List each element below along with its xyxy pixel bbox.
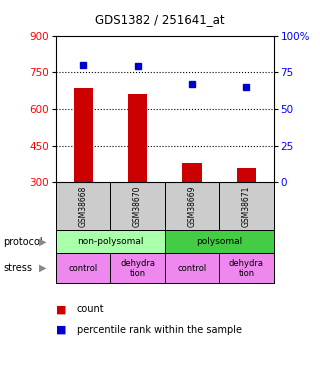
Text: GSM38671: GSM38671: [242, 186, 251, 227]
Bar: [56, 230, 165, 254]
Text: percentile rank within the sample: percentile rank within the sample: [77, 325, 242, 335]
Bar: [56, 254, 110, 283]
Bar: [219, 254, 274, 283]
Text: ▶: ▶: [39, 237, 47, 247]
Text: control: control: [68, 264, 98, 273]
Text: GDS1382 / 251641_at: GDS1382 / 251641_at: [95, 13, 225, 26]
Text: GSM38669: GSM38669: [188, 186, 196, 227]
Bar: [165, 182, 219, 230]
Bar: [110, 254, 165, 283]
Text: GSM38668: GSM38668: [79, 186, 88, 227]
Bar: [74, 88, 93, 182]
Text: dehydra
tion: dehydra tion: [120, 258, 155, 278]
Text: ▶: ▶: [39, 263, 47, 273]
Bar: [165, 254, 219, 283]
Text: dehydra
tion: dehydra tion: [229, 258, 264, 278]
Text: GSM38670: GSM38670: [133, 186, 142, 227]
Bar: [56, 182, 110, 230]
Bar: [165, 230, 274, 254]
Text: polysomal: polysomal: [196, 237, 242, 246]
Text: control: control: [177, 264, 207, 273]
Text: protocol: protocol: [3, 237, 43, 247]
Text: ■: ■: [56, 325, 67, 335]
Text: count: count: [77, 304, 104, 314]
Bar: [237, 168, 256, 182]
Bar: [182, 163, 202, 182]
Bar: [110, 182, 165, 230]
Text: stress: stress: [3, 263, 32, 273]
Bar: [128, 94, 147, 182]
Text: ■: ■: [56, 304, 67, 314]
Text: non-polysomal: non-polysomal: [77, 237, 144, 246]
Bar: [219, 182, 274, 230]
